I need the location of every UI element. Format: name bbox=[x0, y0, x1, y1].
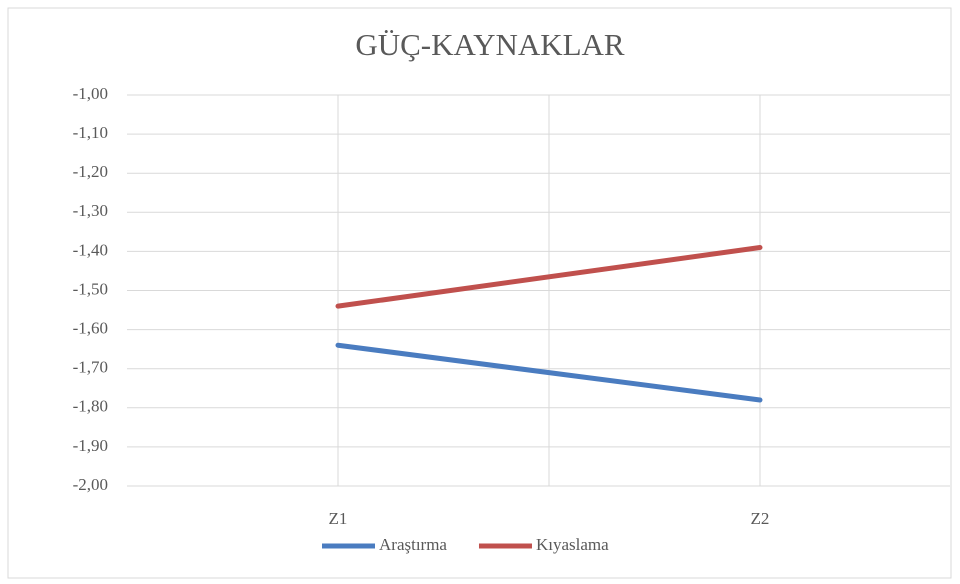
line-series bbox=[335, 244, 763, 309]
line-series bbox=[335, 342, 763, 403]
y-tick-label: -1,90 bbox=[73, 436, 108, 455]
chart-border bbox=[7, 7, 952, 579]
y-tick-label: -1,10 bbox=[73, 123, 108, 142]
y-tick-label: -1,60 bbox=[73, 319, 108, 338]
y-tick-label: -1,50 bbox=[73, 279, 108, 298]
legend-label: Kıyaslama bbox=[536, 535, 609, 554]
y-tick-label: -1,40 bbox=[73, 240, 108, 259]
legend-label: Araştırma bbox=[379, 535, 447, 554]
chart-title: GÜÇ-KAYNAKLAR bbox=[355, 27, 625, 62]
x-tick-label: Z2 bbox=[751, 509, 770, 528]
y-tick-label: -2,00 bbox=[73, 475, 108, 494]
y-tick-label: -1,30 bbox=[73, 201, 108, 220]
x-tick-label: Z1 bbox=[329, 509, 348, 528]
y-tick-label: -1,00 bbox=[73, 84, 108, 103]
y-tick-label: -1,20 bbox=[73, 162, 108, 181]
y-tick-label: -1,70 bbox=[73, 358, 108, 377]
y-tick-label: -1,80 bbox=[73, 397, 108, 416]
